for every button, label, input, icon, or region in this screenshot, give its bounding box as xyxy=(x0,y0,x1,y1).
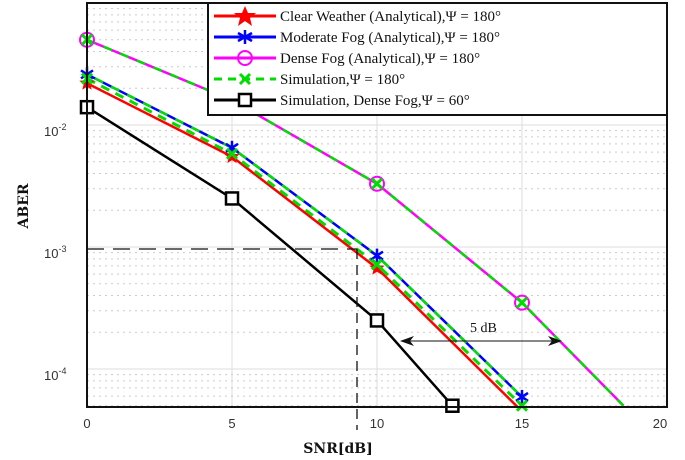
legend-item-simulation: Simulation,Ψ = 180° xyxy=(214,72,405,88)
legend-item-moderate: Moderate Fog (Analytical),Ψ = 180° xyxy=(214,30,500,46)
legend-item-clear: Clear Weather (Analytical),Ψ = 180° xyxy=(214,6,501,26)
circle-icon xyxy=(237,50,253,66)
x-mark-icon xyxy=(238,72,252,86)
legend-item-dense: Dense Fog (Analytical),Ψ = 180° xyxy=(214,50,480,67)
star-icon xyxy=(234,6,256,26)
x-tick: 15 xyxy=(515,416,529,431)
legend-item-dense-60: Simulation, Dense Fog,Ψ = 60° xyxy=(214,92,470,109)
x-tick: 20 xyxy=(653,416,667,431)
gap-annotation: 5 dB xyxy=(400,321,562,346)
legend: Clear Weather (Analytical),Ψ = 180° Mode… xyxy=(207,2,668,116)
asterisk-icon xyxy=(237,30,253,44)
svg-text:Clear Weather (Analytical),Ψ =: Clear Weather (Analytical),Ψ = 180° xyxy=(280,9,501,25)
y-tick: 10-2 xyxy=(44,122,66,139)
svg-text:Simulation,Ψ = 180°: Simulation,Ψ = 180° xyxy=(280,72,405,88)
x-tick-labels: 0 5 10 15 20 xyxy=(83,416,667,431)
square-icon xyxy=(237,92,253,108)
x-tick: 10 xyxy=(370,416,384,431)
svg-text:Dense Fog (Analytical),Ψ = 180: Dense Fog (Analytical),Ψ = 180° xyxy=(280,51,480,67)
y-tick: 10-4 xyxy=(44,366,66,383)
gap-label: 5 dB xyxy=(470,321,497,336)
x-tick: 5 xyxy=(228,416,235,431)
svg-text:Moderate Fog (Analytical),Ψ =: Moderate Fog (Analytical),Ψ = 180° xyxy=(280,30,500,46)
y-tick-labels: 10-2 10-3 10-4 xyxy=(44,122,66,383)
x-axis-label: SNR[dB] xyxy=(303,441,372,457)
x-tick: 0 xyxy=(83,416,90,431)
curves xyxy=(79,31,625,413)
y-axis-label: ABER xyxy=(16,183,32,229)
guide-lines xyxy=(87,248,358,430)
svg-text:Simulation, Dense Fog,Ψ = 60°: Simulation, Dense Fog,Ψ = 60° xyxy=(280,93,470,109)
y-tick: 10-3 xyxy=(44,244,66,261)
